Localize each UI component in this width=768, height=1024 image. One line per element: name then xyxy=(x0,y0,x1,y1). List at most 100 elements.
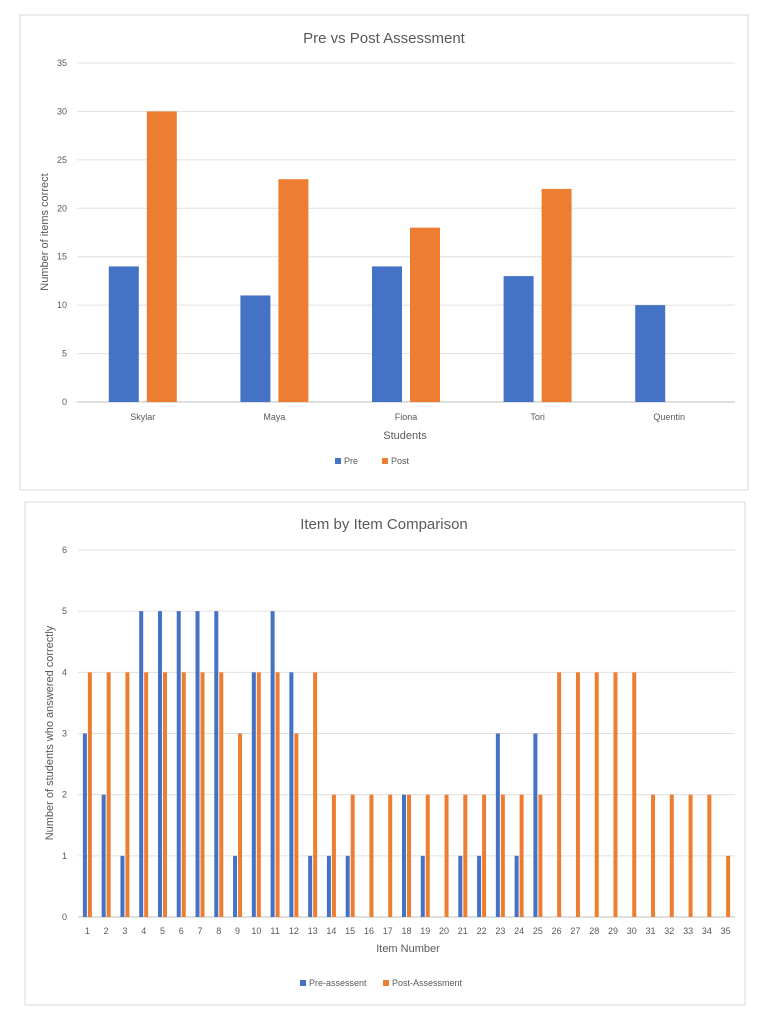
bar-post-assessment-34 xyxy=(707,794,712,917)
x-tick-label: 14 xyxy=(326,926,336,936)
y-tick-label: 10 xyxy=(57,300,67,310)
bar-post-assessment-10 xyxy=(256,672,261,917)
bar-post-assessment-4 xyxy=(144,672,149,917)
chart-frame xyxy=(19,14,749,491)
bar-post-assessment-5 xyxy=(162,672,167,917)
y-tick-label: 4 xyxy=(62,667,67,677)
y-tick-label: 30 xyxy=(57,106,67,116)
y-tick-label: 2 xyxy=(62,790,67,800)
x-tick-label: 5 xyxy=(160,926,165,936)
y-tick-label: 0 xyxy=(62,397,67,407)
bar-post-assessment-29 xyxy=(613,672,618,917)
bar-post-assessment-23 xyxy=(500,794,505,917)
legend: Pre-assessent Post-Assessment xyxy=(300,978,463,988)
y-tick-label: 20 xyxy=(57,203,67,213)
x-tick-label: 2 xyxy=(104,926,109,936)
legend: Pre Post xyxy=(335,456,410,466)
bar-pre-maya xyxy=(240,295,271,402)
bar-post-maya xyxy=(278,179,309,402)
bars xyxy=(108,111,666,402)
bar-pre-assessent-3 xyxy=(120,855,125,917)
bar-post-assessment-3 xyxy=(125,672,130,917)
x-tick-label: 13 xyxy=(308,926,318,936)
x-tick-label: 20 xyxy=(439,926,449,936)
legend-swatch xyxy=(383,980,389,986)
bar-post-assessment-35 xyxy=(726,855,731,917)
x-tick-label: 3 xyxy=(122,926,127,936)
bar-pre-skylar xyxy=(108,266,139,402)
bar-pre-assessent-18 xyxy=(402,794,406,917)
x-tick-label: 35 xyxy=(721,926,731,936)
legend-label: Pre-assessent xyxy=(309,978,367,988)
bar-pre-fiona xyxy=(372,266,402,402)
y-tick-labels: 0 5 10 15 20 25 30 35 xyxy=(57,58,67,407)
bar-pre-assessent-25 xyxy=(533,733,538,917)
legend-label: Post xyxy=(391,456,410,466)
bar-pre-quentin xyxy=(635,305,666,402)
x-tick-label: 22 xyxy=(477,926,487,936)
x-tick-label: 11 xyxy=(270,926,279,936)
y-axis-label: Number of students who answered correctl… xyxy=(44,625,56,840)
x-tick-label: 34 xyxy=(702,926,712,936)
bar-post-assessment-33 xyxy=(688,794,693,917)
bar-post-skylar xyxy=(146,111,177,402)
y-tick-label: 3 xyxy=(62,729,67,739)
x-tick-label: Skylar xyxy=(130,412,155,422)
bar-pre-assessent-2 xyxy=(101,794,106,917)
chart-title: Pre vs Post Assessment xyxy=(303,30,466,47)
x-tick-label: 27 xyxy=(570,926,580,936)
bar-pre-assessent-21 xyxy=(458,855,463,917)
x-tick-label: 26 xyxy=(552,926,562,936)
bar-post-assessment-24 xyxy=(519,794,524,917)
bar-post-assessment-28 xyxy=(594,672,599,917)
y-tick-label: 35 xyxy=(57,58,67,68)
bar-post-assessment-9 xyxy=(238,733,243,917)
bar-post-assessment-11 xyxy=(275,672,280,917)
x-tick-labels: Skylar Maya Fiona Tori Quentin xyxy=(130,412,685,422)
bar-pre-assessent-23 xyxy=(495,733,500,917)
bar-pre-assessent-24 xyxy=(514,855,519,917)
x-tick-label: 19 xyxy=(420,926,430,936)
x-tick-label: 16 xyxy=(364,926,374,936)
x-tick-label: 7 xyxy=(198,926,203,936)
x-tick-label: 32 xyxy=(664,926,674,936)
x-axis-label: Students xyxy=(383,430,427,442)
legend-swatch xyxy=(382,458,388,464)
bar-post-assessment-12 xyxy=(294,733,299,917)
bar-pre-tori xyxy=(503,276,534,402)
x-tick-label: 18 xyxy=(401,926,411,936)
y-tick-label: 5 xyxy=(62,349,67,359)
bar-post-assessment-30 xyxy=(632,672,637,917)
bar-post-assessment-15 xyxy=(350,794,355,917)
x-tick-label: 33 xyxy=(683,926,693,936)
legend-swatch xyxy=(335,458,341,464)
x-tick-label: 6 xyxy=(179,926,184,936)
y-tick-label: 1 xyxy=(62,851,67,861)
bar-pre-assessent-1 xyxy=(82,733,87,917)
x-tick-label: 9 xyxy=(235,926,240,936)
bar-post-assessment-18 xyxy=(407,794,411,917)
bar-pre-assessent-4 xyxy=(139,611,144,917)
bar-pre-assessent-13 xyxy=(308,855,313,917)
bar-post-assessment-21 xyxy=(463,794,468,917)
bar-pre-assessent-14 xyxy=(326,855,331,917)
gridlines xyxy=(78,549,735,918)
x-tick-label: 25 xyxy=(533,926,543,936)
x-tick-label: 1 xyxy=(85,926,90,936)
x-tick-label: 21 xyxy=(458,926,468,936)
bar-post-assessment-26 xyxy=(557,672,562,917)
x-tick-label: 8 xyxy=(216,926,221,936)
bar-pre-assessent-9 xyxy=(233,855,238,917)
bar-post-assessment-2 xyxy=(106,672,111,917)
gridlines xyxy=(77,62,735,403)
x-tick-label: 28 xyxy=(589,926,599,936)
legend-label: Post-Assessment xyxy=(392,978,463,988)
x-tick-label: Quentin xyxy=(653,412,685,422)
bar-pre-assessent-22 xyxy=(477,855,482,917)
chart-title: Item by Item Comparison xyxy=(300,516,468,533)
bar-post-assessment-16 xyxy=(369,794,374,917)
bar-post-assessment-20 xyxy=(444,794,449,917)
x-tick-label: 15 xyxy=(345,926,355,936)
bar-pre-assessent-8 xyxy=(214,611,219,917)
